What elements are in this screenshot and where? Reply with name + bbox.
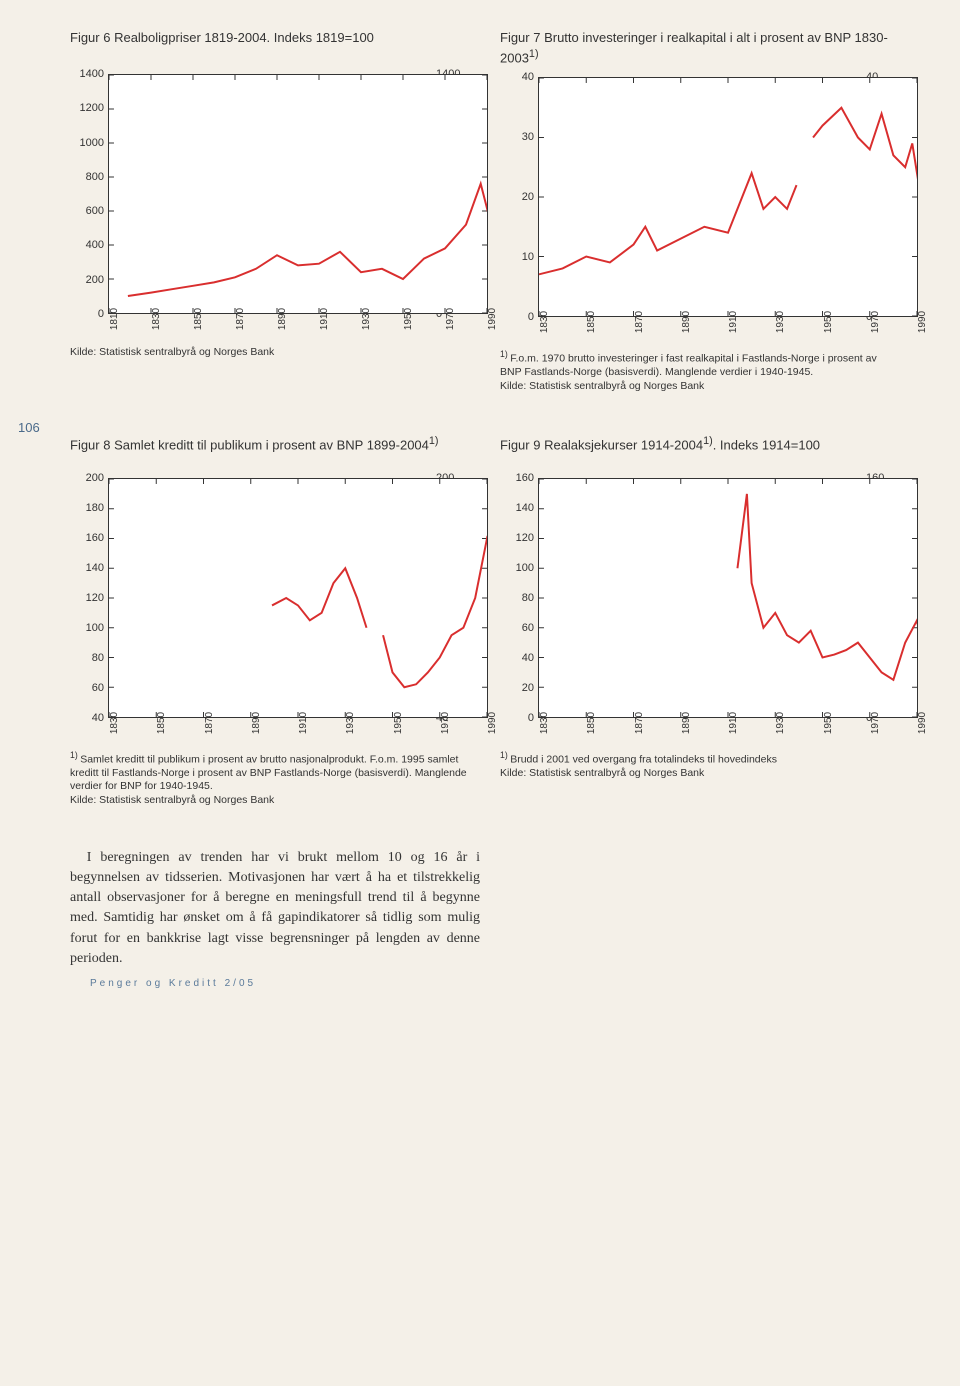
figure-8-plot: 183018501870189019101930195019701990 <box>108 478 488 718</box>
figure-9-yaxis-left: 020406080100120140160 <box>500 478 534 718</box>
figure-7: Figur 7 Brutto investeringer i realkapit… <box>500 30 900 394</box>
figure-8-xaxis: 183018501870189019101930195019701990 <box>109 717 487 741</box>
figure-8-yaxis-left: 406080100120140160180200 <box>70 478 104 718</box>
figure-8: Figur 8 Samlet kreditt til publikum i pr… <box>70 434 470 808</box>
figure-7-plot: 183018501870189019101930195019701990 <box>538 77 918 317</box>
figure-9-xaxis: 183018501870189019101930195019701990 <box>539 717 917 741</box>
figure-6-title: Figur 6 Realboligpriser 1819-2004. Indek… <box>70 30 470 64</box>
figure-6-source: Kilde: Statistisk sentralbyrå og Norges … <box>70 346 470 360</box>
figure-8-footnote: 1) Samlet kreditt til publikum i prosent… <box>70 750 470 808</box>
page-number: 106 <box>18 420 40 435</box>
figure-7-yaxis-left: 010203040 <box>500 77 534 317</box>
figure-8-title: Figur 8 Samlet kreditt til publikum i pr… <box>70 434 470 468</box>
figure-9-title: Figur 9 Realaksjekurser 1914-20041). Ind… <box>500 434 900 468</box>
figure-7-xaxis: 183018501870189019101930195019701990 <box>539 316 917 340</box>
figure-9-footnote: 1) Brudd i 2001 ved overgang fra totalin… <box>500 750 900 781</box>
figure-9: Figur 9 Realaksjekurser 1914-20041). Ind… <box>500 434 900 808</box>
figure-6-yaxis-left: 0200400600800100012001400 <box>70 74 104 314</box>
figure-9-plot: 183018501870189019101930195019701990 <box>538 478 918 718</box>
page-footer: Penger og Kreditt 2/05 <box>90 978 256 989</box>
figure-6: Figur 6 Realboligpriser 1819-2004. Indek… <box>70 30 470 394</box>
body-paragraph: I beregningen av trenden har vi brukt me… <box>70 848 480 970</box>
figure-7-footnote: 1) F.o.m. 1970 brutto investeringer i fa… <box>500 349 900 393</box>
figure-7-title: Figur 7 Brutto investeringer i realkapit… <box>500 30 900 67</box>
figure-6-plot: 1810183018501870189019101930195019701990 <box>108 74 488 314</box>
figure-6-xaxis: 1810183018501870189019101930195019701990 <box>109 313 487 337</box>
